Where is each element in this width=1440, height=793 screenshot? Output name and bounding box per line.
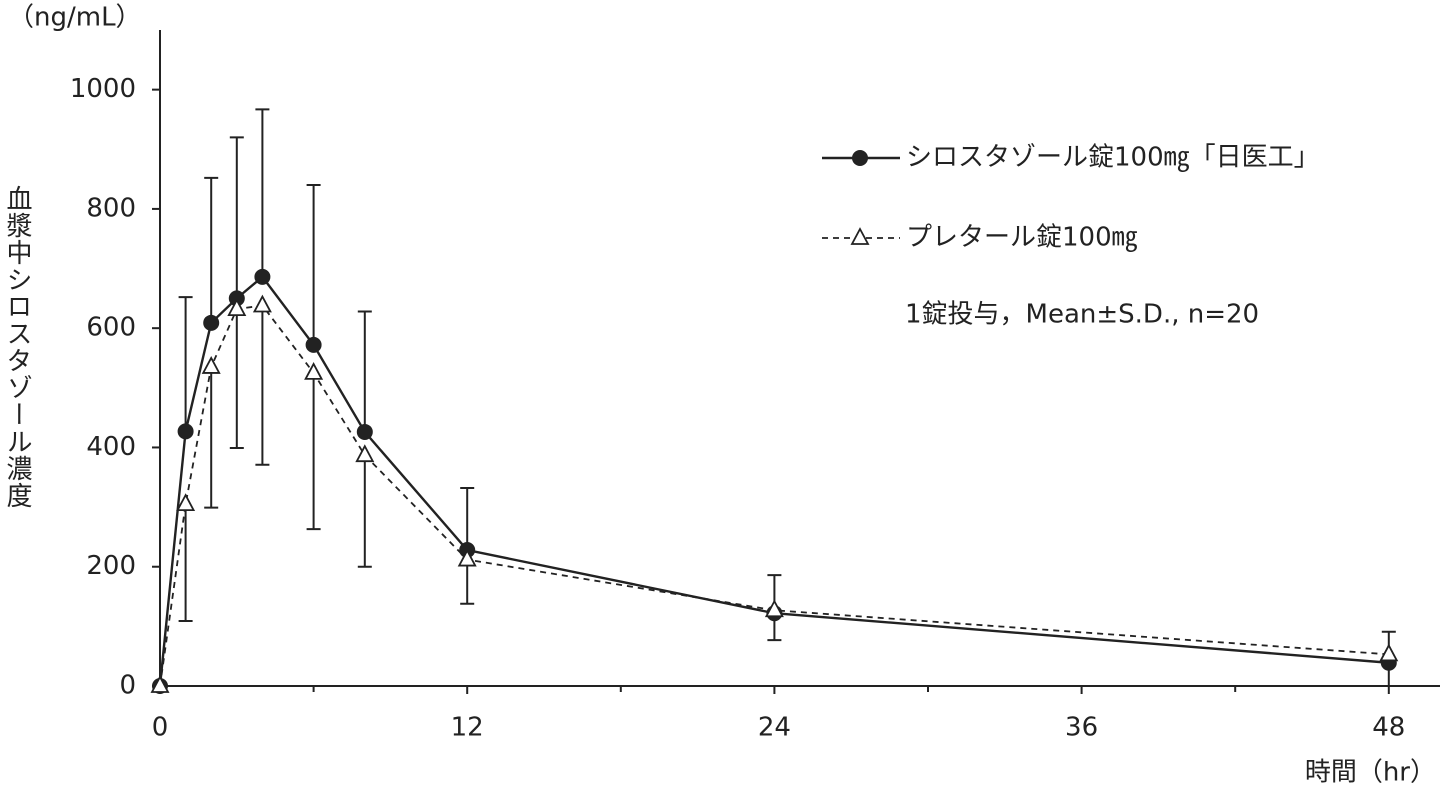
marker (254, 268, 271, 285)
x-tick-label: 24 (758, 713, 791, 743)
x-tick-label: 48 (1372, 713, 1405, 743)
error-bar (255, 305, 270, 466)
y-tick-label: 400 (86, 432, 136, 462)
error-bar (460, 559, 475, 605)
x-tick-label: 12 (451, 713, 484, 743)
legend-marker (852, 150, 868, 166)
y-tick-label: 600 (86, 313, 136, 343)
legend-marker (850, 227, 870, 245)
marker (305, 336, 322, 353)
legend-label: シロスタゾール錠100㎎「日医工」 (906, 143, 1320, 173)
error-bar (357, 310, 372, 432)
y-unit-label: （ng/mL） (8, 3, 142, 33)
marker (355, 444, 375, 463)
x-tick-label: 36 (1065, 713, 1098, 743)
annotation: 1錠投与，Mean±S.D., n=20 (905, 300, 1259, 330)
marker (203, 314, 220, 331)
marker (177, 423, 194, 440)
marker (304, 361, 324, 380)
y-tick-label: 1000 (70, 74, 136, 104)
series-line (158, 275, 1389, 687)
y-tick-label: 0 (119, 671, 136, 701)
marker (201, 356, 221, 374)
legend-label: プレタール錠100㎎ (906, 223, 1138, 253)
marker (457, 548, 477, 567)
x-tick-label: 0 (152, 713, 169, 743)
error-bar (229, 309, 244, 450)
x-axis-label: 時間（hr） (1305, 758, 1436, 788)
error-bar (460, 487, 475, 551)
y-axis-label: 血漿中シロスタゾール濃度 (2, 185, 32, 509)
marker (150, 675, 170, 693)
error-bar (178, 504, 193, 622)
marker (356, 423, 373, 440)
error-bar (178, 296, 193, 432)
series-line (159, 304, 1389, 687)
error-bar (204, 366, 219, 509)
marker (252, 294, 272, 313)
marker (1379, 643, 1399, 662)
marker (176, 493, 196, 512)
error-bar (357, 455, 372, 568)
error-bar (229, 136, 244, 299)
error-bar (306, 372, 321, 531)
error-bar (306, 184, 321, 345)
marker (764, 599, 784, 618)
marker (227, 298, 247, 316)
y-tick-label: 800 (86, 193, 136, 223)
error-bar (204, 176, 219, 323)
y-tick-label: 200 (86, 551, 136, 581)
error-bar (255, 108, 270, 277)
